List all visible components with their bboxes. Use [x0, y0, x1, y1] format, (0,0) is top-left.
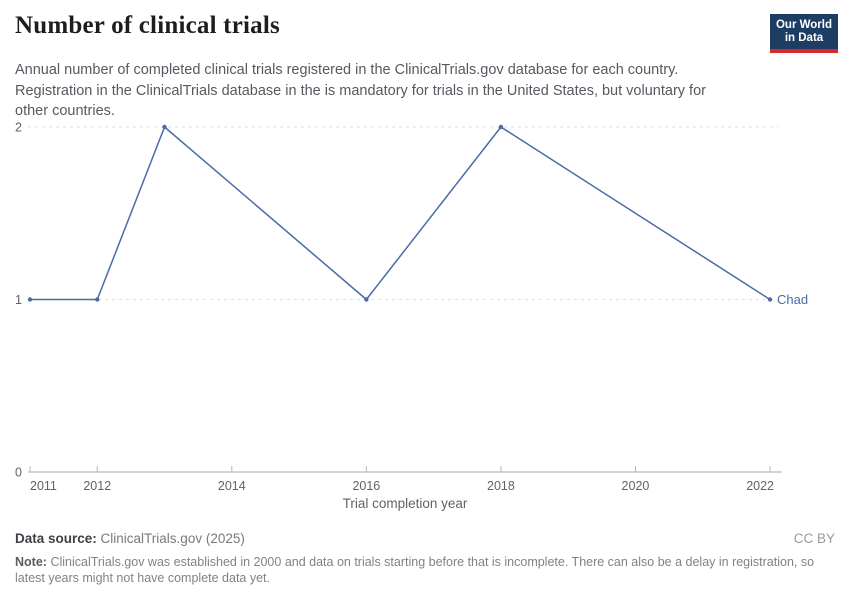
data-source-value: ClinicalTrials.gov (2025) — [100, 531, 245, 546]
owid-logo-line1: Our World — [775, 19, 832, 31]
chart-footer: Data source: ClinicalTrials.gov (2025) C… — [15, 531, 835, 586]
x-tick-label: 2014 — [218, 479, 246, 493]
chart-note-label: Note: — [15, 555, 47, 569]
x-tick-label: 2012 — [83, 479, 111, 493]
x-axis-title: Trial completion year — [343, 496, 468, 511]
series-end-label[interactable]: Chad — [777, 292, 808, 307]
y-tick-label: 1 — [15, 293, 22, 307]
series-line[interactable] — [30, 125, 771, 301]
data-source-label: Data source: — [15, 531, 97, 546]
license-badge: CC BY — [793, 531, 835, 546]
data-point[interactable] — [162, 124, 167, 130]
line-chart[interactable]: 0 1 2 2011 2012 2014 2016 2018 2020 2022 Trial com… — [0, 110, 850, 525]
x-tick-label: 2011 — [30, 479, 57, 493]
y-tick-label: 2 — [15, 121, 22, 135]
data-point[interactable] — [767, 297, 773, 302]
x-tick-label: 2018 — [487, 479, 515, 493]
owid-logo: Our World in Data — [770, 14, 838, 53]
y-tick-label: 0 — [15, 466, 22, 480]
data-source: Data source: ClinicalTrials.gov (2025) — [15, 531, 245, 546]
data-point[interactable] — [27, 297, 33, 302]
x-tick-label: 2022 — [746, 479, 774, 493]
x-tick-label: 2016 — [352, 479, 380, 493]
owid-logo-line2: in Data — [784, 32, 824, 44]
data-point[interactable] — [95, 297, 100, 302]
page-title: Number of clinical trials — [15, 12, 280, 39]
chart-note-text: ClinicalTrials.gov was established in 20… — [15, 555, 815, 585]
chart-note: Note: ClinicalTrials.gov was established… — [15, 555, 835, 586]
chart-subtitle: Annual number of completed clinical tria… — [15, 62, 706, 119]
data-point[interactable] — [364, 297, 369, 302]
data-point[interactable] — [498, 124, 504, 130]
x-tick-label: 2020 — [622, 479, 650, 493]
